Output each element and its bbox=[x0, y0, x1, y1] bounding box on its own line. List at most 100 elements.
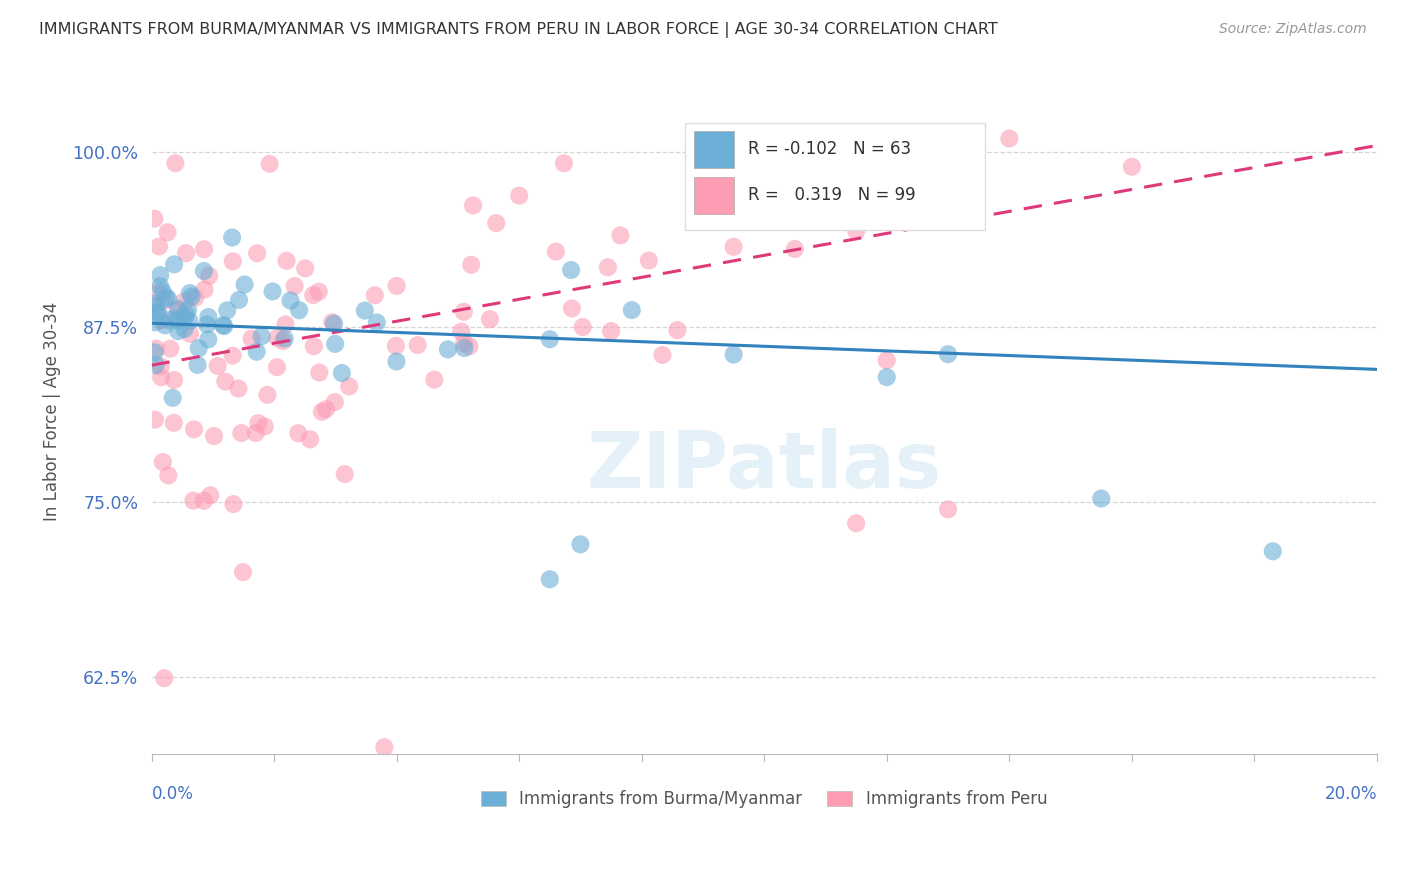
Point bbox=[284, 279, 307, 293]
Point bbox=[323, 395, 346, 409]
Point bbox=[461, 198, 484, 212]
Point bbox=[197, 333, 219, 347]
Point bbox=[596, 260, 619, 275]
Point bbox=[315, 402, 337, 417]
Point bbox=[153, 318, 176, 333]
Point bbox=[217, 303, 239, 318]
Point bbox=[308, 285, 330, 299]
Point bbox=[222, 254, 245, 268]
Point bbox=[287, 426, 309, 441]
Point bbox=[485, 216, 508, 230]
Point bbox=[330, 366, 353, 380]
Point bbox=[163, 257, 186, 271]
Point bbox=[228, 382, 250, 396]
Point bbox=[145, 358, 167, 372]
Point bbox=[571, 320, 593, 334]
Point bbox=[266, 360, 288, 375]
Point bbox=[308, 366, 330, 380]
Y-axis label: In Labor Force | Age 30-34: In Labor Force | Age 30-34 bbox=[44, 301, 60, 521]
Point bbox=[936, 347, 959, 361]
Point bbox=[423, 373, 446, 387]
Point bbox=[288, 303, 311, 318]
Point bbox=[1121, 160, 1143, 174]
Point bbox=[228, 293, 250, 307]
Point bbox=[143, 345, 166, 359]
Point bbox=[460, 258, 482, 272]
Point bbox=[478, 312, 501, 326]
Point bbox=[998, 131, 1021, 145]
Point bbox=[231, 425, 253, 440]
Point bbox=[194, 283, 217, 297]
Point bbox=[723, 240, 745, 254]
Point bbox=[152, 285, 174, 299]
Point bbox=[146, 307, 169, 321]
Point bbox=[373, 740, 395, 755]
Point bbox=[569, 537, 592, 551]
Point bbox=[366, 316, 388, 330]
Point bbox=[187, 358, 209, 372]
Text: R = -0.102   N = 63: R = -0.102 N = 63 bbox=[748, 140, 911, 159]
Point bbox=[637, 253, 659, 268]
FancyBboxPatch shape bbox=[695, 177, 734, 214]
Point bbox=[179, 286, 201, 301]
Text: Source: ZipAtlas.com: Source: ZipAtlas.com bbox=[1219, 22, 1367, 37]
Point bbox=[157, 468, 180, 483]
Point bbox=[276, 253, 298, 268]
Point bbox=[246, 246, 269, 260]
Point bbox=[173, 311, 195, 326]
Point bbox=[193, 242, 215, 256]
Point bbox=[232, 565, 254, 579]
Point bbox=[600, 324, 623, 338]
Point bbox=[150, 370, 173, 384]
Point bbox=[323, 317, 346, 331]
Point bbox=[157, 313, 180, 327]
Text: IMMIGRANTS FROM BURMA/MYANMAR VS IMMIGRANTS FROM PERU IN LABOR FORCE | AGE 30-34: IMMIGRANTS FROM BURMA/MYANMAR VS IMMIGRA… bbox=[39, 22, 998, 38]
Point bbox=[246, 344, 269, 359]
Point bbox=[1261, 544, 1284, 558]
Point bbox=[256, 388, 278, 402]
Point bbox=[152, 455, 174, 469]
Point bbox=[181, 493, 204, 508]
Point bbox=[149, 359, 172, 374]
Point bbox=[450, 325, 472, 339]
Point bbox=[184, 291, 207, 305]
Point bbox=[453, 305, 475, 319]
Point bbox=[385, 339, 408, 353]
Point bbox=[294, 261, 316, 276]
Point bbox=[723, 347, 745, 361]
Point bbox=[177, 303, 200, 318]
Point bbox=[197, 310, 219, 324]
Point bbox=[173, 294, 195, 309]
Point bbox=[148, 239, 170, 253]
Point bbox=[266, 331, 288, 345]
Point bbox=[876, 370, 898, 384]
Point bbox=[240, 332, 263, 346]
Point bbox=[271, 334, 294, 348]
Point bbox=[385, 354, 408, 368]
Text: 0.0%: 0.0% bbox=[152, 785, 194, 803]
Point bbox=[167, 302, 190, 317]
Point bbox=[544, 244, 567, 259]
Point bbox=[458, 339, 481, 353]
Point bbox=[146, 304, 169, 318]
Point bbox=[936, 142, 959, 156]
Point bbox=[163, 416, 186, 430]
Point bbox=[666, 323, 689, 337]
Point bbox=[609, 228, 631, 243]
Point bbox=[1090, 491, 1112, 506]
Point bbox=[538, 572, 561, 586]
Point bbox=[221, 349, 243, 363]
Point bbox=[323, 337, 346, 351]
Point bbox=[876, 353, 898, 368]
Point bbox=[560, 263, 582, 277]
Point bbox=[163, 373, 186, 387]
Point bbox=[149, 268, 172, 282]
Point bbox=[212, 319, 235, 334]
Point bbox=[165, 311, 187, 326]
Point bbox=[187, 341, 209, 355]
Point bbox=[845, 516, 868, 531]
Point bbox=[508, 188, 530, 202]
Point bbox=[156, 292, 179, 306]
Point bbox=[311, 405, 333, 419]
Point bbox=[207, 359, 229, 373]
